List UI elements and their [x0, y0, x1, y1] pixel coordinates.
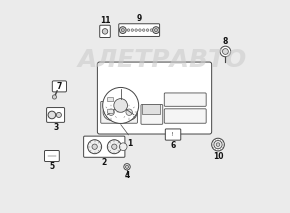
- FancyBboxPatch shape: [108, 98, 113, 102]
- FancyBboxPatch shape: [142, 104, 160, 114]
- FancyBboxPatch shape: [164, 109, 206, 123]
- Circle shape: [121, 29, 124, 32]
- Circle shape: [107, 140, 121, 154]
- Circle shape: [214, 140, 222, 149]
- FancyBboxPatch shape: [84, 136, 125, 157]
- FancyBboxPatch shape: [141, 105, 163, 124]
- Circle shape: [212, 138, 224, 151]
- Circle shape: [103, 104, 119, 120]
- Text: 1: 1: [128, 139, 133, 148]
- Text: АЛЕТРАВТО: АЛЕТРАВТО: [77, 48, 246, 72]
- FancyBboxPatch shape: [108, 109, 113, 113]
- Circle shape: [108, 109, 114, 115]
- Circle shape: [127, 29, 130, 31]
- FancyBboxPatch shape: [101, 101, 137, 123]
- Circle shape: [220, 46, 231, 57]
- Circle shape: [92, 144, 97, 149]
- Circle shape: [153, 27, 160, 33]
- FancyBboxPatch shape: [119, 24, 160, 36]
- Text: 11: 11: [100, 16, 110, 25]
- Text: 2: 2: [101, 158, 106, 167]
- Text: 9: 9: [137, 14, 142, 23]
- Circle shape: [150, 29, 153, 31]
- Circle shape: [142, 29, 145, 31]
- Text: 5: 5: [49, 162, 55, 171]
- Circle shape: [119, 143, 127, 151]
- Text: 4: 4: [124, 171, 130, 180]
- Circle shape: [126, 165, 128, 168]
- Circle shape: [222, 49, 228, 54]
- Circle shape: [126, 109, 132, 115]
- Circle shape: [114, 99, 128, 112]
- Circle shape: [121, 104, 137, 120]
- Circle shape: [48, 111, 56, 119]
- FancyBboxPatch shape: [47, 108, 65, 122]
- FancyBboxPatch shape: [100, 25, 110, 37]
- Text: 7: 7: [57, 82, 62, 91]
- Circle shape: [216, 143, 220, 146]
- FancyBboxPatch shape: [44, 151, 59, 161]
- Circle shape: [88, 140, 102, 154]
- Circle shape: [112, 144, 117, 149]
- Text: 8: 8: [223, 37, 228, 46]
- FancyBboxPatch shape: [97, 62, 212, 134]
- Circle shape: [131, 29, 134, 31]
- Circle shape: [119, 27, 126, 33]
- Text: 3: 3: [53, 123, 58, 132]
- Text: !: !: [170, 132, 173, 137]
- Circle shape: [56, 112, 61, 118]
- Circle shape: [135, 29, 137, 31]
- Circle shape: [139, 29, 141, 31]
- FancyBboxPatch shape: [165, 129, 181, 140]
- Circle shape: [155, 29, 157, 32]
- Circle shape: [52, 95, 57, 99]
- Circle shape: [103, 88, 139, 123]
- Circle shape: [124, 164, 130, 170]
- Circle shape: [146, 29, 149, 31]
- FancyBboxPatch shape: [164, 93, 206, 106]
- Text: 6: 6: [171, 141, 176, 150]
- Circle shape: [102, 29, 108, 34]
- FancyBboxPatch shape: [52, 81, 66, 92]
- Text: 10: 10: [213, 152, 223, 161]
